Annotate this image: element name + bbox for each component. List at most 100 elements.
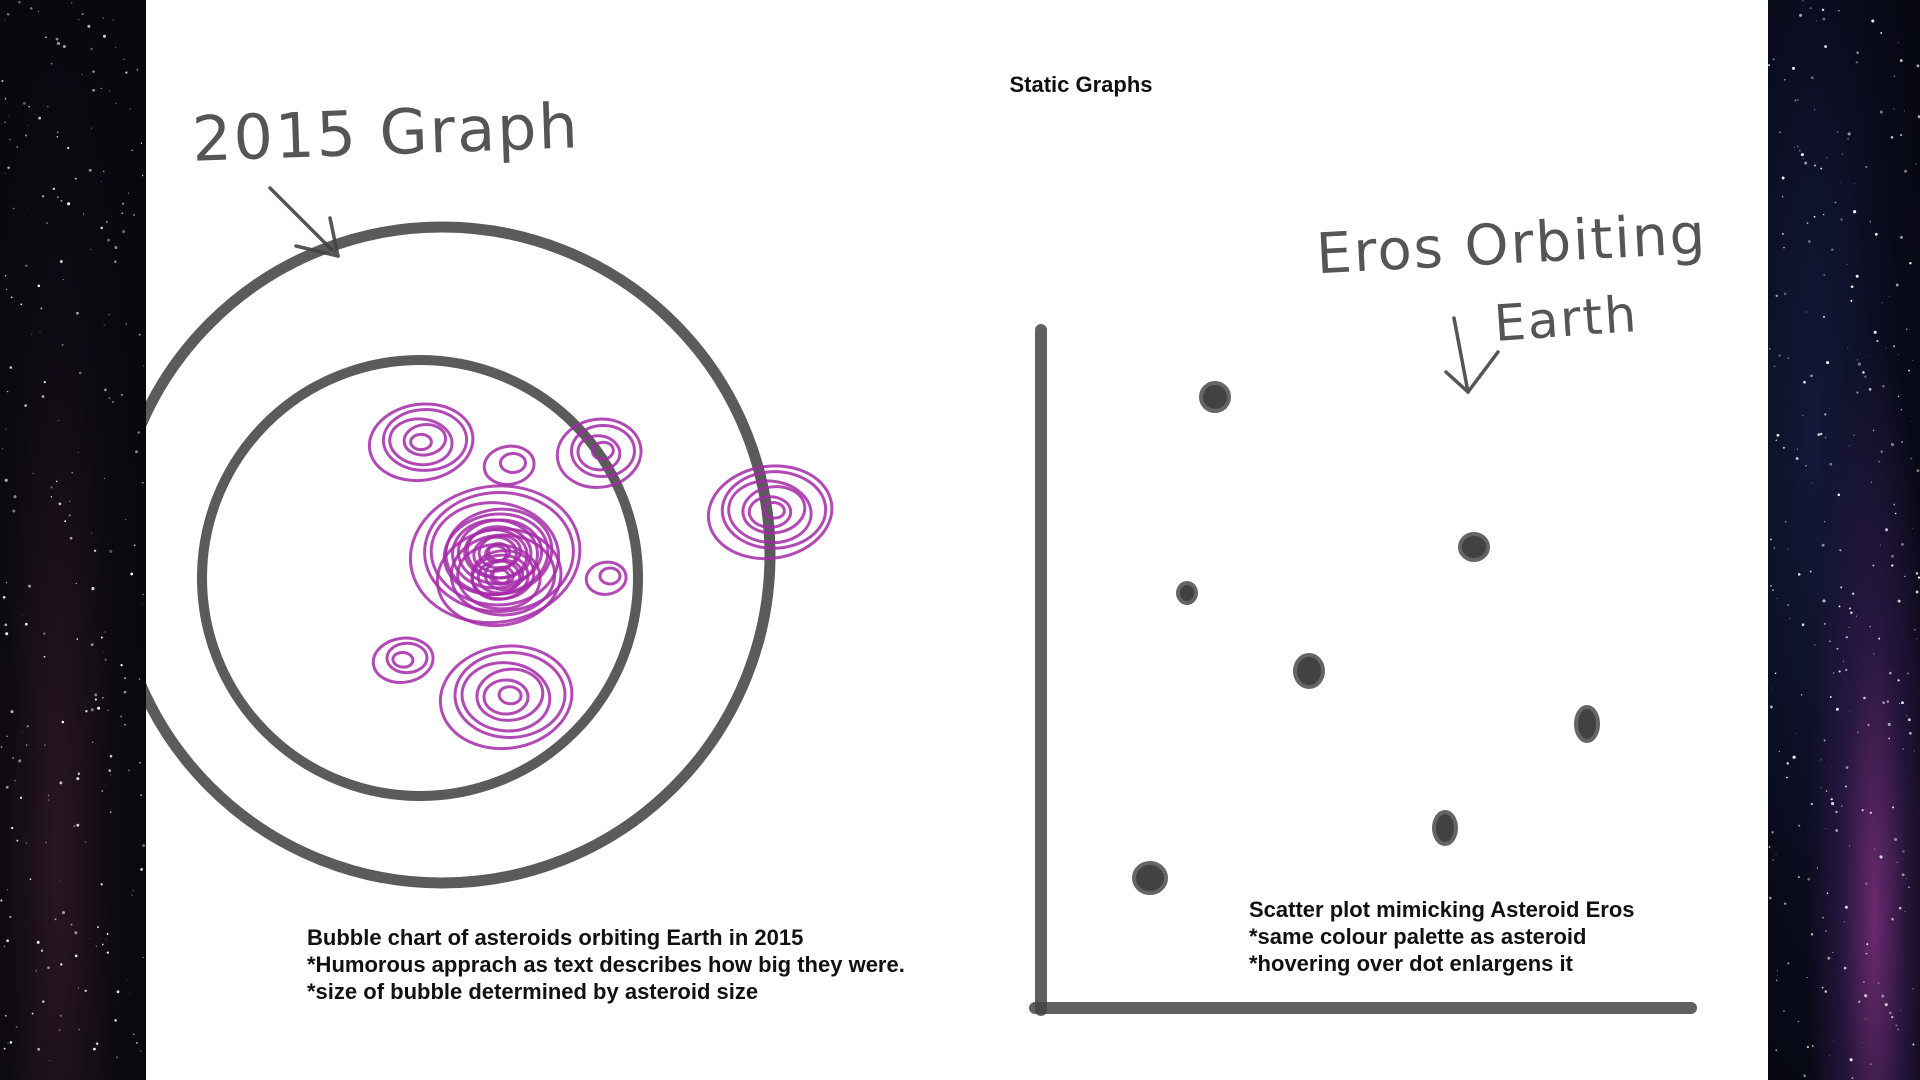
sketch-drawing [146,186,1697,1016]
star [1900,408,1903,411]
star [89,938,90,939]
star [1805,311,1807,313]
star [125,519,127,521]
star [1826,892,1829,895]
star [129,993,131,994]
star [1826,157,1828,159]
star [1794,99,1797,102]
star [1829,640,1831,643]
star [78,452,79,453]
star [4,19,6,21]
star [41,395,45,398]
star [1882,701,1885,704]
star [1771,831,1774,834]
star [121,725,122,726]
star [1911,527,1913,529]
star [1900,1010,1901,1011]
star [1838,670,1841,673]
star [142,175,144,177]
star [1853,434,1855,436]
star [1915,163,1917,165]
star [1797,876,1800,879]
star [1865,952,1868,955]
star [142,844,146,848]
star [103,34,106,38]
star [59,880,61,882]
star [68,514,71,517]
star [1903,110,1905,112]
star [43,655,46,658]
star [1855,61,1858,64]
star [1855,274,1859,278]
star [44,744,46,746]
star [1916,638,1917,640]
star [1838,10,1840,12]
star [1826,361,1830,365]
star [1862,1042,1864,1044]
star [1811,482,1812,484]
star [1848,845,1851,847]
star [1801,623,1805,626]
star [123,58,125,60]
star [126,979,128,981]
star [103,170,105,173]
star [34,114,36,115]
star [1799,13,1803,17]
star [1876,340,1879,343]
star [11,826,14,830]
star [1829,1055,1831,1057]
star [1864,375,1867,378]
star [1902,748,1904,750]
star [1796,98,1799,101]
star [1864,882,1868,886]
star [109,90,110,92]
star [69,500,71,502]
star [133,213,136,217]
star [1806,976,1808,979]
star [1775,979,1778,981]
star [100,181,102,182]
star [56,131,59,133]
star [0,746,3,748]
caption-line: Bubble chart of asteroids orbiting Earth… [307,925,804,950]
star [1847,347,1849,349]
star [1888,671,1892,675]
star [1842,660,1845,662]
star [1861,809,1864,812]
star [67,146,70,150]
star [4,478,8,482]
star [104,631,106,633]
star [1823,622,1826,625]
star [1825,930,1827,932]
star [1906,328,1908,330]
star [1915,590,1919,594]
star [1823,739,1826,742]
arrow-eros [1444,316,1500,394]
star [1904,575,1906,578]
star [1850,299,1853,302]
star [73,825,76,828]
star [33,473,34,474]
star [1825,790,1828,792]
star [1821,543,1825,547]
star [1829,696,1832,698]
star [1913,750,1915,752]
star [1849,710,1851,712]
star [1824,436,1827,439]
star [22,101,26,105]
star [1863,981,1865,983]
starfield-left [0,0,146,1061]
star [1901,441,1904,444]
star [1798,824,1801,827]
star [140,794,142,796]
star [97,926,99,929]
star [1863,696,1866,700]
star [143,365,145,367]
star [1844,921,1845,923]
star [1804,161,1808,165]
star [114,260,117,263]
star [7,166,10,170]
star [13,495,17,499]
star [1844,785,1847,788]
star [84,989,87,992]
